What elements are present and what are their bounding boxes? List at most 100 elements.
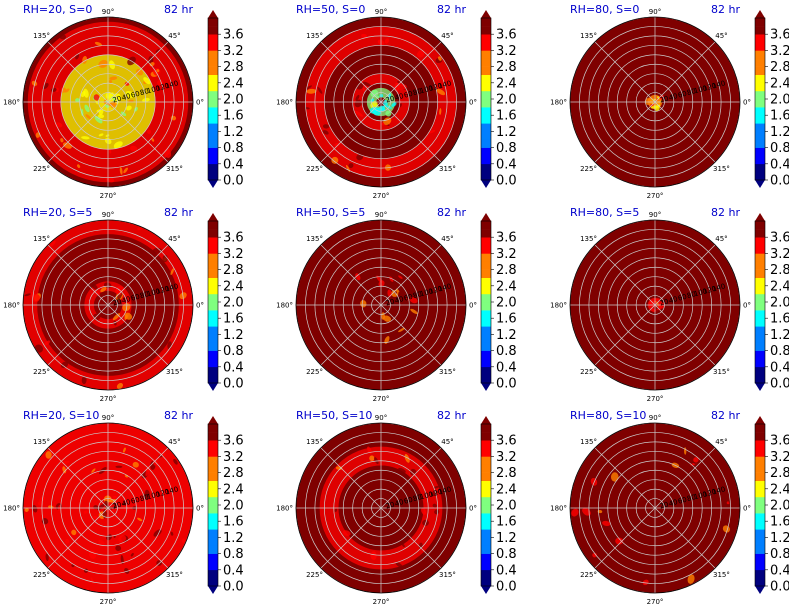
colorbar-segment: [208, 302, 218, 311]
field-blotch: [115, 545, 122, 551]
panel-time-label: 82 hr: [711, 206, 740, 219]
colorbar-tick-label: 2.4: [770, 76, 789, 91]
theta-tick-label: 225°: [580, 571, 597, 579]
field-blotch: [334, 142, 340, 147]
panel-time-label: 82 hr: [711, 409, 740, 422]
colorbar-segment: [481, 334, 491, 343]
colorbar-extend-min: [755, 586, 765, 594]
field-blotch: [93, 94, 100, 101]
colorbar-segment: [208, 472, 218, 481]
theta-tick-label: 135°: [306, 32, 323, 40]
field-blotch: [44, 340, 51, 346]
theta-tick-label: 135°: [306, 438, 323, 446]
theta-tick-label: 90°: [102, 8, 114, 16]
theta-tick-label: 225°: [33, 368, 50, 376]
r-tick-label: 120: [702, 488, 717, 499]
field-blotch: [383, 315, 392, 322]
r-tick-label: 40: [121, 498, 132, 508]
colorbar-tick-label: 3.6: [496, 231, 517, 246]
colorbar: 0.0 0.40.81.21.62.0 2.42.83.23.6: [207, 213, 244, 392]
colorbar-segment: [481, 26, 491, 35]
colorbar-tick-label: 2.4: [770, 482, 789, 497]
field-blotch: [670, 556, 677, 561]
colorbar-segment: [755, 245, 765, 254]
r-tick-label: 120: [155, 82, 170, 93]
colorbar-segment: [481, 358, 491, 368]
colorbar-segment: [755, 171, 765, 181]
colorbar-tick-label: 0.0: [223, 377, 244, 392]
colorbar-segment: [481, 147, 491, 156]
theta-tick-label: 90°: [375, 211, 387, 219]
r-tick-label: 80: [412, 493, 423, 503]
colorbar-tick-label: 3.6: [770, 231, 789, 246]
colorbar-segment: [481, 245, 491, 254]
theta-gridline: [47, 447, 109, 509]
field-blotch: [395, 562, 403, 568]
field-blotch: [592, 552, 597, 558]
field-blotch: [398, 275, 403, 279]
field-blotch: [398, 313, 408, 320]
r-tick-label: 120: [428, 82, 443, 93]
colorbar-segment: [755, 342, 765, 351]
colorbar-extend-max: [481, 10, 491, 18]
colorbar-segment: [208, 488, 218, 498]
field-blotch: [105, 134, 110, 137]
field-blotch: [355, 94, 360, 101]
r-tick-label: 80: [686, 290, 697, 300]
colorbar-segment: [208, 293, 218, 303]
panel-time-label: 82 hr: [164, 3, 193, 16]
colorbar-tick-label: 3.2: [223, 247, 244, 262]
theta-gridline: [594, 507, 656, 569]
theta-gridline: [107, 447, 169, 509]
colorbar-tick-label: 3.6: [223, 434, 244, 449]
field-blotch: [126, 105, 132, 111]
r-tick-label: 60: [130, 496, 141, 506]
field-blotch: [97, 503, 105, 511]
r-tick-label: 60: [130, 293, 141, 303]
polar-frame: [295, 219, 467, 391]
polar-frame: [569, 16, 741, 188]
r-tick-label: 20: [385, 501, 396, 511]
field-blotch: [348, 163, 354, 169]
colorbar-segment: [208, 326, 218, 335]
field-blotch: [170, 268, 175, 276]
theta-gridline: [107, 507, 169, 569]
colorbar-segment: [208, 496, 218, 506]
field-blotch: [354, 99, 362, 108]
colorbar-segment: [481, 537, 491, 546]
colorbar-tick-label: 1.2: [770, 531, 789, 546]
field-blotch: [647, 99, 650, 102]
theta-tick-label: 270°: [647, 598, 664, 606]
colorbar-segment: [481, 505, 491, 514]
theta-gridline: [380, 304, 442, 366]
colorbar-segment: [755, 277, 765, 287]
colorbar-segment: [755, 237, 765, 246]
theta-gridline: [380, 447, 442, 509]
colorbar-extend-min: [481, 586, 491, 594]
colorbar-segment: [755, 374, 765, 384]
field-blotch: [381, 122, 385, 126]
colorbar-tick-label: 1.6: [223, 515, 244, 530]
colorbar-segment: [755, 440, 765, 449]
theta-tick-label: 315°: [166, 165, 183, 173]
colorbar-tick-label: 3.2: [223, 44, 244, 59]
colorbar-segment: [755, 139, 765, 148]
field-blotch: [124, 568, 130, 574]
colorbar-segment: [755, 147, 765, 156]
field-blotch: [119, 167, 123, 175]
r-tick-label: 80: [686, 87, 697, 97]
field-blotch: [391, 102, 397, 107]
colorbar-tick-label: 1.2: [496, 125, 517, 140]
theta-tick-label: 45°: [715, 438, 727, 446]
field-blotch: [125, 91, 135, 99]
colorbar-segment: [208, 277, 218, 287]
r-tick-label: 40: [394, 92, 405, 102]
colorbar-tick-label: 0.4: [496, 157, 517, 172]
colorbar-segment: [208, 139, 218, 148]
colorbar-tick-label: 3.2: [770, 44, 789, 59]
colorbar: 0.0 0.40.81.21.62.0 2.42.83.23.6: [207, 416, 244, 595]
theta-gridline: [380, 41, 442, 103]
field-blotch: [438, 56, 442, 61]
theta-tick-label: 180°: [550, 99, 567, 107]
r-tick-label: 140: [711, 79, 726, 90]
